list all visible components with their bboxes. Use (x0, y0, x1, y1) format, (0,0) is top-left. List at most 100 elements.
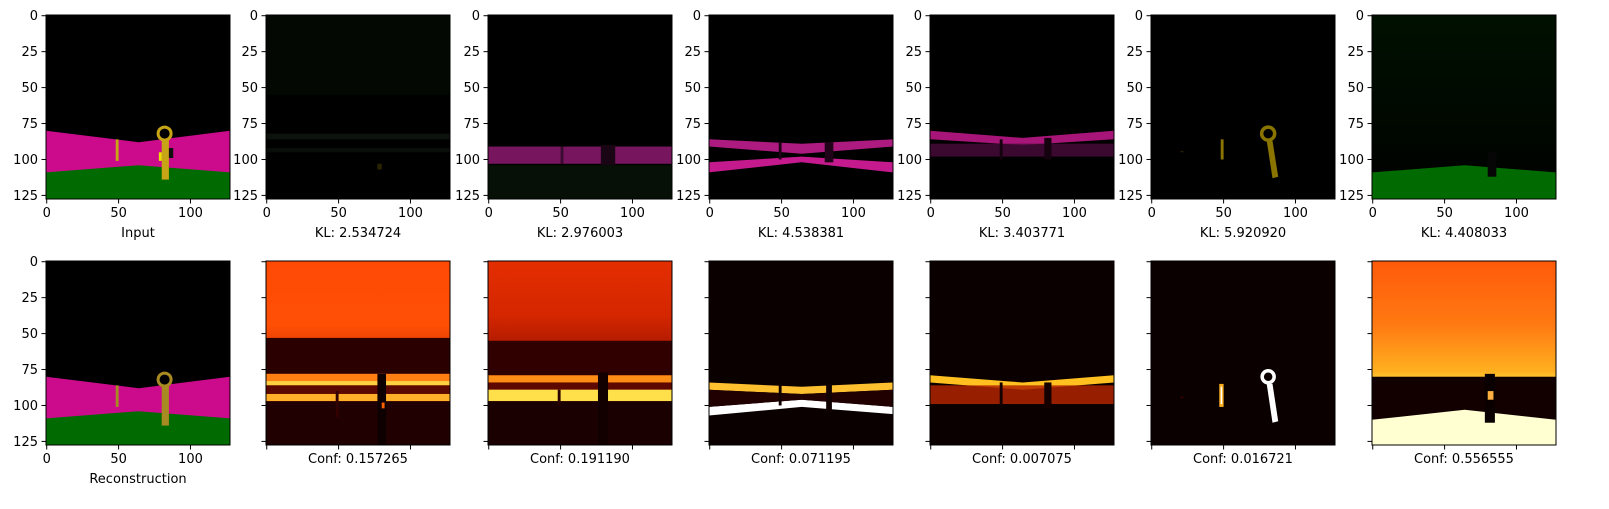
panel-image (709, 261, 893, 445)
top-panel-0: 0 50 1000255075100125Input (13, 9, 230, 241)
panel-caption: Conf: 0.071195 (751, 452, 851, 467)
y-tick-label: 25 (1347, 45, 1364, 60)
x-tick-label: 0 (1148, 206, 1156, 221)
y-tick-label: 125 (13, 189, 38, 204)
panel-image (709, 15, 893, 199)
panel-image (1151, 261, 1335, 445)
x-tick-label: 50 (110, 452, 127, 467)
panel-caption: KL: 3.403771 (979, 226, 1065, 241)
bottom-panel-1: Conf: 0.157265 (262, 261, 451, 467)
x-tick-label: 100 (841, 206, 866, 221)
top-panel-1: 0 50 1000255075100125KL: 2.534724 (233, 9, 450, 241)
y-tick-label: 100 (1339, 153, 1364, 168)
panel-caption: KL: 5.920920 (1200, 226, 1286, 241)
top-panel-5: 0 50 100 0 25 50 75 100 125 KL: 5.920920 (1118, 9, 1335, 241)
bottom-panel-5: Conf: 0.016721 (1147, 261, 1336, 467)
y-tick-label: 0 (472, 9, 480, 24)
x-tick-label: 100 (1062, 206, 1087, 221)
panel-caption: KL: 4.408033 (1421, 226, 1507, 241)
x-tick-label: 50 (1436, 206, 1453, 221)
x-tick-label: 0 (485, 206, 493, 221)
y-tick-label: 100 (897, 153, 922, 168)
y-tick-label: 50 (905, 81, 922, 96)
y-tick-label: 125 (897, 189, 922, 204)
x-tick-label: 100 (398, 206, 423, 221)
y-tick-label: 50 (241, 81, 258, 96)
x-tick-label: 0 (706, 206, 714, 221)
y-tick-label: 0 (250, 9, 258, 24)
panel-image (488, 15, 672, 199)
panel-caption: KL: 2.976003 (537, 226, 623, 241)
y-tick-label: 25 (463, 45, 480, 60)
panel-caption: Conf: 0.016721 (1193, 452, 1293, 467)
y-tick-label: 100 (233, 153, 258, 168)
panel-image (46, 15, 230, 199)
panel-image (46, 261, 230, 445)
y-tick-label: 50 (21, 327, 38, 342)
top-panel-6: 0 50 100 0 25 50 75 100 125 KL: 4.408033 (1339, 9, 1556, 241)
y-tick-label: 75 (905, 117, 922, 132)
x-tick-label: 100 (620, 206, 645, 221)
panel-image (266, 261, 450, 445)
x-tick-label: 0 (927, 206, 935, 221)
x-tick-label: 50 (110, 206, 127, 221)
y-tick-label: 50 (684, 81, 701, 96)
x-tick-label: 50 (994, 206, 1011, 221)
top-panel-3: 0 50 100 0 25 50 75 100 125 KL: 4.538381 (676, 9, 893, 241)
y-tick-label: 25 (241, 45, 258, 60)
y-tick-label: 0 (1135, 9, 1143, 24)
y-tick-label: 75 (463, 117, 480, 132)
y-tick-label: 0 (30, 255, 38, 270)
panel-image (930, 261, 1114, 445)
y-tick-label: 125 (13, 435, 38, 450)
panel-image (488, 261, 672, 445)
y-tick-label: 75 (1347, 117, 1364, 132)
top-row: 0 50 100 0 25 50 75 100 125 Input 0 50 100 0 25 50 75 100… (13, 9, 1556, 241)
panel-image (1372, 261, 1556, 445)
y-tick-label: 125 (455, 189, 480, 204)
y-tick-label: 50 (1347, 81, 1364, 96)
x-tick-label: 100 (1283, 206, 1308, 221)
y-tick-label: 0 (1356, 9, 1364, 24)
y-tick-label: 125 (233, 189, 258, 204)
bottom-row: 0 50 1000255075100125ReconstructionConf: 0… (13, 255, 1556, 487)
y-tick-label: 50 (21, 81, 38, 96)
panel-image (1372, 15, 1556, 199)
bottom-panel-0: 0 50 1000255075100125Reconstruction (13, 255, 230, 487)
y-tick-label: 75 (241, 117, 258, 132)
panel-caption: Reconstruction (89, 472, 186, 487)
y-tick-label: 25 (684, 45, 701, 60)
panel-caption: Conf: 0.007075 (972, 452, 1072, 467)
y-tick-label: 0 (30, 9, 38, 24)
y-tick-label: 75 (21, 117, 38, 132)
y-tick-label: 50 (463, 81, 480, 96)
y-tick-label: 125 (676, 189, 701, 204)
y-tick-label: 100 (13, 153, 38, 168)
panel-image (930, 15, 1114, 199)
x-tick-label: 100 (178, 452, 203, 467)
top-panel-4: 0 50 100 0 25 50 75 100 125 KL: 3.403771 (897, 9, 1114, 241)
y-tick-label: 100 (13, 399, 38, 414)
x-tick-label: 50 (330, 206, 347, 221)
y-tick-label: 0 (693, 9, 701, 24)
bottom-panel-3: Conf: 0.071195 (705, 261, 894, 467)
y-tick-label: 100 (455, 153, 480, 168)
panel-caption: KL: 2.534724 (315, 226, 401, 241)
y-tick-label: 0 (914, 9, 922, 24)
y-tick-label: 100 (1118, 153, 1143, 168)
bottom-panel-2: Conf: 0.191190 (484, 261, 673, 467)
x-tick-label: 50 (552, 206, 569, 221)
panel-image (1151, 15, 1335, 199)
y-tick-label: 75 (1126, 117, 1143, 132)
x-tick-label: 100 (178, 206, 203, 221)
panel-caption: Conf: 0.157265 (308, 452, 408, 467)
y-tick-label: 25 (21, 45, 38, 60)
x-tick-label: 0 (43, 452, 51, 467)
x-tick-label: 100 (1504, 206, 1529, 221)
y-tick-label: 25 (1126, 45, 1143, 60)
y-tick-label: 75 (684, 117, 701, 132)
panel-caption: KL: 4.538381 (758, 226, 844, 241)
x-tick-label: 50 (773, 206, 790, 221)
x-tick-label: 0 (43, 206, 51, 221)
y-tick-label: 50 (1126, 81, 1143, 96)
